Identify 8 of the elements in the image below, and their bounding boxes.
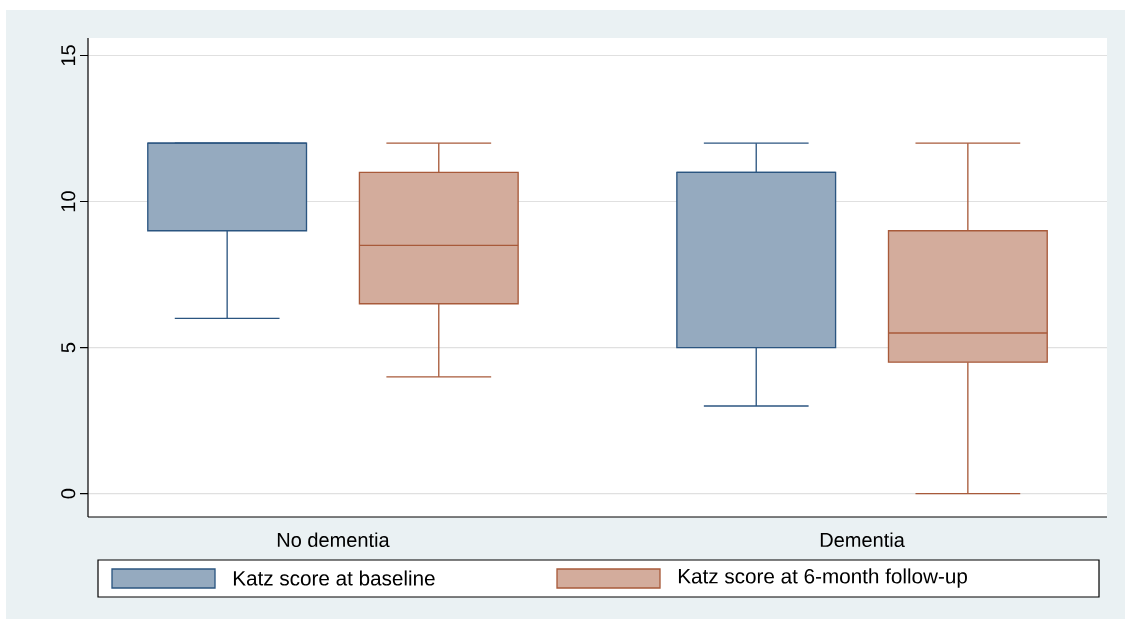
- legend-label: Katz score at baseline: [233, 570, 435, 586]
- y-tick-label: 10: [61, 191, 76, 212]
- y-tick-label: 15: [61, 45, 76, 66]
- x-tick-label: No dementia: [277, 532, 390, 548]
- y-tick-label: 0: [61, 488, 76, 499]
- legend-label: Katz score at 6-month follow-up: [678, 568, 967, 588]
- y-tick-label: 5: [61, 342, 76, 353]
- x-tick-label: Dementia: [820, 532, 905, 548]
